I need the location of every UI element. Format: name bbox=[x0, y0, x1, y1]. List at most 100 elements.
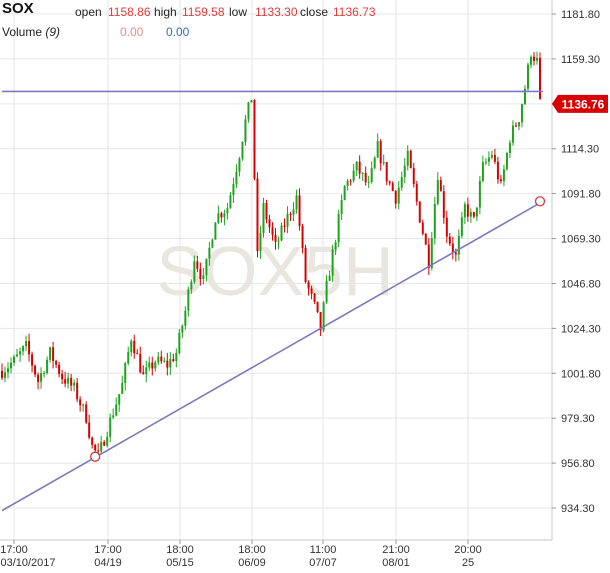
candle-body bbox=[403, 165, 406, 178]
candle-body bbox=[148, 362, 151, 368]
candle-body bbox=[424, 233, 427, 245]
candle-body bbox=[508, 142, 511, 153]
candle-body bbox=[250, 100, 253, 103]
candle-body bbox=[322, 302, 325, 331]
close-value: 1136.73 bbox=[333, 5, 376, 19]
candle-body bbox=[349, 180, 352, 182]
candle-body bbox=[505, 152, 508, 170]
x-tick-time-label: 20:00 bbox=[454, 544, 482, 556]
candle-body bbox=[166, 360, 169, 368]
candle-body bbox=[151, 362, 154, 369]
candle-body bbox=[301, 225, 304, 248]
candle-body bbox=[49, 347, 52, 360]
x-tick-date-label: 08/01 bbox=[382, 557, 410, 568]
candle-body bbox=[4, 372, 7, 378]
candle-body bbox=[184, 310, 187, 326]
candle-body bbox=[460, 217, 463, 237]
candle-body bbox=[523, 88, 526, 105]
candle-body bbox=[136, 353, 139, 355]
candle-body bbox=[475, 207, 478, 217]
candle-body bbox=[112, 415, 115, 418]
candle-body bbox=[367, 182, 370, 184]
candle-body bbox=[220, 213, 223, 218]
candle-body bbox=[247, 102, 250, 120]
x-tick-time-label: 21:00 bbox=[382, 544, 410, 556]
candle-body bbox=[97, 450, 100, 452]
candle-body bbox=[334, 242, 337, 250]
candle-body bbox=[199, 268, 202, 280]
candle-body bbox=[274, 234, 277, 242]
candle-body bbox=[295, 195, 298, 210]
candle-body bbox=[178, 332, 181, 353]
low-value: 1133.30 bbox=[255, 5, 298, 19]
candle-body bbox=[385, 162, 388, 182]
candle-body bbox=[211, 239, 214, 248]
candle-body bbox=[115, 404, 118, 416]
candle-body bbox=[529, 56, 532, 65]
candle-body bbox=[202, 275, 205, 280]
candle-body bbox=[262, 203, 265, 234]
candle-body bbox=[235, 171, 238, 185]
last-price-tag bbox=[552, 94, 608, 113]
y-tick-label: 934.30 bbox=[561, 503, 595, 515]
candle-body bbox=[391, 183, 394, 191]
candle-body bbox=[268, 219, 271, 228]
candle-body bbox=[514, 125, 517, 127]
candle-body bbox=[181, 325, 184, 333]
x-tick-date-label: 06/09 bbox=[238, 557, 266, 568]
candle-body bbox=[241, 141, 244, 159]
volume-param: (9) bbox=[45, 25, 61, 39]
candle-body bbox=[172, 359, 175, 362]
candle-body bbox=[1, 370, 3, 378]
candle-body bbox=[361, 173, 364, 175]
candle-body bbox=[283, 225, 286, 227]
candle-body bbox=[436, 180, 439, 204]
candle-body bbox=[232, 184, 235, 196]
high-value: 1159.58 bbox=[182, 5, 225, 19]
candle-body bbox=[445, 217, 448, 237]
candle-body bbox=[229, 195, 232, 209]
candle-body bbox=[208, 247, 211, 259]
candle-body bbox=[16, 354, 19, 357]
candle-body bbox=[406, 150, 409, 166]
candle-body bbox=[409, 150, 412, 169]
candle-body bbox=[511, 125, 514, 143]
candle-body bbox=[400, 177, 403, 188]
candle-body bbox=[358, 161, 361, 174]
candle-body bbox=[319, 312, 322, 331]
candle-body bbox=[457, 236, 460, 255]
candle-body bbox=[539, 57, 541, 99]
candle-body bbox=[487, 157, 490, 162]
candle-body bbox=[13, 356, 16, 363]
candle-body bbox=[127, 352, 130, 364]
candle-body bbox=[43, 373, 46, 375]
trendline-marker bbox=[534, 196, 546, 207]
volume-label: Volume (9) bbox=[2, 25, 60, 39]
candle-body bbox=[484, 161, 487, 163]
candle-body bbox=[502, 169, 505, 182]
x-tick-time-label: 18:00 bbox=[238, 544, 266, 556]
y-tick-label: 1181.80 bbox=[561, 9, 600, 21]
candle-body bbox=[25, 341, 28, 347]
candle-body bbox=[397, 187, 400, 204]
x-tick-date-label: 25 bbox=[462, 557, 474, 568]
candle-body bbox=[244, 119, 247, 142]
candle-body bbox=[466, 204, 469, 217]
candle-body bbox=[205, 258, 208, 276]
candle-body bbox=[472, 212, 475, 217]
candle-body bbox=[22, 346, 25, 352]
candle-body bbox=[337, 214, 340, 243]
candle-body bbox=[415, 184, 418, 202]
symbol-title: SOX bbox=[2, 0, 34, 17]
candle-body bbox=[226, 208, 229, 214]
candle-body bbox=[493, 154, 496, 162]
y-tick-label: 1159.30 bbox=[561, 54, 600, 66]
candle-body bbox=[478, 180, 481, 208]
candle-body bbox=[106, 436, 109, 446]
candle-body bbox=[517, 122, 520, 127]
y-tick-label: 1024.30 bbox=[561, 323, 601, 335]
candle-body bbox=[535, 57, 538, 61]
candle-body bbox=[388, 181, 391, 184]
